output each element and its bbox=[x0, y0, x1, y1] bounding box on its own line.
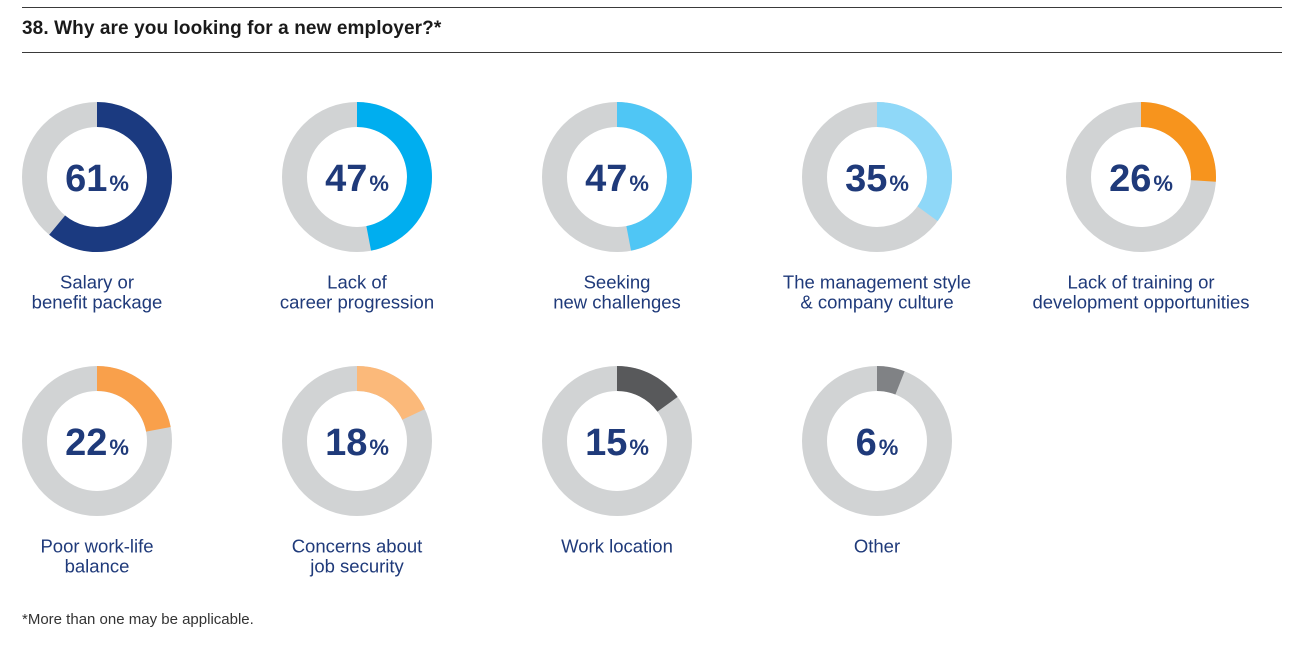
donut-value-label: 26% bbox=[1109, 158, 1173, 200]
donut-value-arc bbox=[876, 102, 952, 222]
donut-value-label: 47% bbox=[585, 158, 649, 200]
donut-value-arc bbox=[616, 366, 678, 413]
donut-value-arc bbox=[356, 102, 432, 251]
donut-category-label: Seeking new challenges bbox=[553, 272, 681, 313]
donut-value-arc bbox=[1140, 102, 1216, 182]
top-rule bbox=[22, 7, 1282, 8]
donut-value-arc bbox=[616, 102, 692, 251]
donut-category-label: Salary or benefit package bbox=[32, 272, 163, 313]
donut-value-arc bbox=[356, 366, 425, 421]
donut-concerns-about-job-security: 18% Concerns about job security bbox=[282, 366, 432, 577]
donut-category-label: Lack of career progression bbox=[280, 272, 434, 313]
donut-category-label: Other bbox=[854, 536, 900, 557]
donut-value-arc bbox=[876, 366, 905, 395]
donut-category-label: The management style & company culture bbox=[783, 272, 971, 313]
donut-value-label: 6% bbox=[856, 422, 899, 464]
donut-value-label: 15% bbox=[585, 422, 649, 464]
donut-track bbox=[802, 366, 952, 516]
chart-title: 38. Why are you looking for a new employ… bbox=[22, 18, 442, 39]
donut-lack-of-career-progression: 47% Lack of career progression bbox=[280, 102, 434, 313]
donut-value-label: 35% bbox=[845, 158, 909, 200]
donut-value-label: 18% bbox=[325, 422, 389, 464]
title-underline-rule bbox=[22, 52, 1282, 53]
donut-value-label: 22% bbox=[65, 422, 129, 464]
donut-chart-grid: 61% Salary or benefit package 47% Lack of car… bbox=[22, 102, 1250, 577]
donut-category-label: Work location bbox=[561, 536, 673, 557]
donut-category-label: Poor work-life balance bbox=[40, 536, 153, 577]
donut-salary-or-benefit-package: 61% Salary or benefit package bbox=[22, 102, 172, 313]
donut-poor-work-life-balance: 22% Poor work-life balance bbox=[22, 366, 172, 577]
donut-category-label: Lack of training or development opportuni… bbox=[1032, 272, 1249, 313]
donut-value-label: 61% bbox=[65, 158, 129, 200]
donut-the-management-style-and-company-culture: 35% The management style & company culture bbox=[783, 102, 971, 313]
donut-category-label: Concerns about job security bbox=[292, 536, 423, 577]
donut-seeking-new-challenges: 47% Seeking new challenges bbox=[542, 102, 692, 313]
donut-value-label: 47% bbox=[325, 158, 389, 200]
donut-work-location: 15% Work location bbox=[542, 366, 692, 557]
donut-value-arc bbox=[49, 102, 172, 252]
donut-value-arc bbox=[96, 366, 171, 433]
donut-lack-of-training-or-development-opportunities: 26% Lack of training or development opport… bbox=[1032, 102, 1250, 313]
footnote: *More than one may be applicable. bbox=[22, 611, 254, 628]
donut-other: 6% Other bbox=[802, 366, 952, 557]
